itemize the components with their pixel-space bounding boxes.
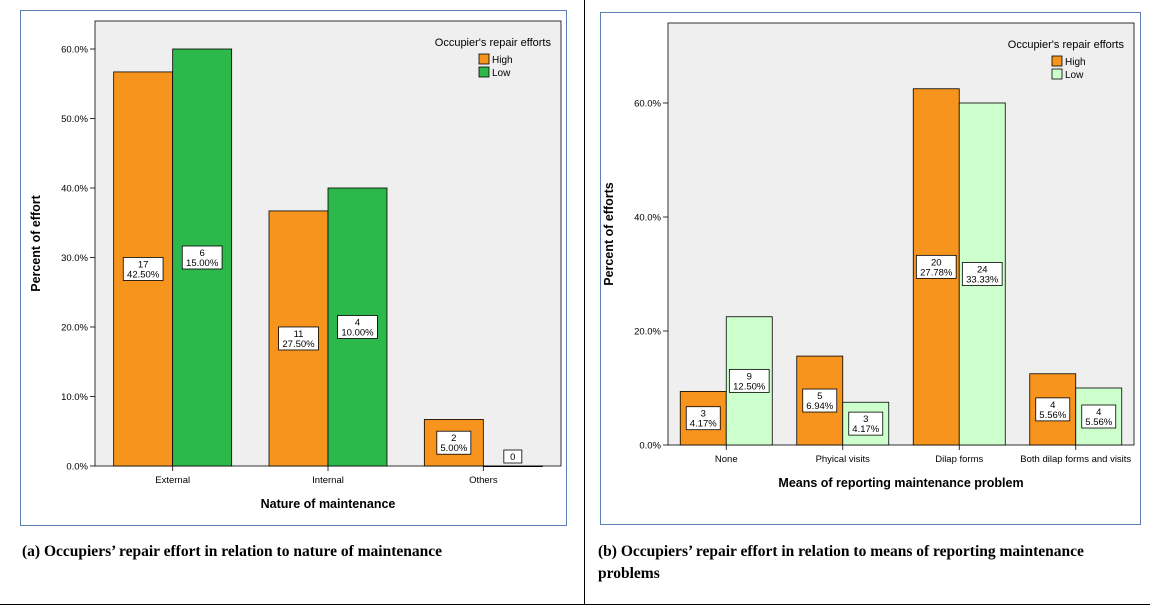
legend-swatch-high: [1051, 55, 1063, 67]
y-tick-label: 10.0%: [61, 392, 88, 403]
x-tick-label: None: [715, 454, 738, 465]
y-tick-label: 40.0%: [634, 213, 661, 224]
chart-panel-means-of-reporting: 0.0% 20.0% 40.0% 60.0% Percent of efforts Non…: [600, 12, 1141, 525]
x-axis-label: Nature of maintenance: [261, 497, 396, 511]
chart-means-of-reporting: 0.0% 20.0% 40.0% 60.0% Percent of efforts Non…: [602, 22, 1135, 490]
data-label-box: [915, 254, 957, 279]
vertical-divider: [584, 0, 585, 604]
legend-label-high: High: [1065, 57, 1086, 68]
x-tick-label: Others: [469, 475, 498, 486]
data-label-count: 6: [200, 248, 205, 259]
y-tick-label: 40.0%: [61, 184, 88, 195]
data-label-count: 5: [817, 391, 822, 402]
data-label-box: [1035, 397, 1071, 422]
data-label-box: [278, 326, 319, 351]
y-tick-label: 20.0%: [61, 323, 88, 334]
legend-label-low: Low: [1065, 70, 1084, 81]
data-label-count: 3: [701, 409, 706, 420]
caption-a: (a) Occupiers’ repair effort in relation…: [22, 543, 442, 560]
data-label-box: [503, 449, 523, 464]
legend-title: Occupier's repair efforts: [435, 37, 552, 49]
data-label-box: [728, 368, 770, 393]
data-label-count: 17: [138, 259, 149, 270]
data-label-count: 11: [294, 329, 304, 340]
data-label-count: 24: [977, 265, 988, 276]
data-label-box: [1081, 404, 1117, 429]
data-label-box: [961, 262, 1003, 286]
chart-nature-of-maintenance: 0.0% 10.0% 20.0% 30.0% 40.0% 50.0% 60.0% Percen…: [29, 20, 562, 511]
legend-swatch-low: [1051, 68, 1063, 80]
y-axis-label: Percent of efforts: [602, 182, 616, 286]
data-label-count: 4: [355, 318, 360, 329]
x-tick-label: External: [155, 475, 190, 486]
data-label-percent: 12.50%: [733, 381, 766, 392]
x-tick-label: Both dilap forms and visits: [1020, 454, 1131, 465]
data-label-percent: 5.56%: [1085, 417, 1112, 428]
data-label-percent: 10.00%: [341, 328, 374, 339]
x-axis-label: Means of reporting maintenance problem: [778, 476, 1023, 490]
data-label-percent: 5.00%: [440, 443, 467, 454]
horizontal-divider: [0, 604, 1150, 605]
data-label-box: [122, 257, 164, 281]
legend-swatch-low: [478, 66, 490, 78]
data-label-percent: 33.33%: [966, 275, 999, 286]
y-tick-label: 50.0%: [61, 114, 88, 125]
legend-title: Occupier's repair efforts: [1008, 39, 1125, 51]
data-label-count: 3: [863, 414, 868, 425]
data-label-percent: 5.56%: [1039, 410, 1066, 421]
data-label-percent: 15.00%: [186, 258, 219, 269]
data-label-box: [337, 315, 378, 339]
y-axis-label: Percent of effort: [29, 194, 43, 291]
data-label-count: 2: [451, 433, 456, 444]
y-tick-label: 0.0%: [66, 462, 88, 473]
x-tick-label: Dilap forms: [935, 454, 983, 465]
legend-label-low: Low: [492, 68, 511, 79]
y-tick-label: 30.0%: [61, 253, 88, 264]
data-label-box: [181, 245, 223, 270]
data-label-count: 4: [1050, 400, 1055, 411]
data-label-percent: 4.17%: [690, 419, 717, 430]
y-tick-label: 0.0%: [639, 441, 661, 452]
data-label-count: 4: [1096, 407, 1101, 418]
data-label-box: [802, 388, 838, 413]
chart-panel-nature-of-maintenance: 0.0% 10.0% 20.0% 30.0% 40.0% 50.0% 60.0% Percen…: [20, 10, 567, 526]
data-label-count: 20: [931, 257, 942, 268]
data-label-box: [685, 406, 721, 431]
y-tick-label: 60.0%: [61, 45, 88, 56]
legend-label-high: High: [492, 55, 513, 66]
x-tick-label: Internal: [312, 475, 344, 486]
data-label-percent: 4.17%: [852, 424, 879, 435]
data-label-percent: 6.94%: [806, 401, 833, 412]
data-label-percent: 27.78%: [920, 267, 953, 278]
y-tick-label: 60.0%: [634, 99, 661, 110]
legend-swatch-high: [478, 53, 490, 65]
bar-low: [482, 465, 543, 468]
data-label-count: 9: [747, 371, 752, 382]
data-label-box: [436, 430, 472, 455]
data-label-count: 0: [510, 452, 515, 463]
y-tick-label: 20.0%: [634, 327, 661, 338]
data-label-box: [848, 411, 884, 436]
data-label-percent: 27.50%: [282, 339, 315, 350]
x-tick-label: Phyical visits: [816, 454, 871, 465]
data-label-percent: 42.50%: [127, 269, 160, 280]
caption-b: (b) Occupiers’ repair effort in relation…: [598, 543, 1084, 582]
